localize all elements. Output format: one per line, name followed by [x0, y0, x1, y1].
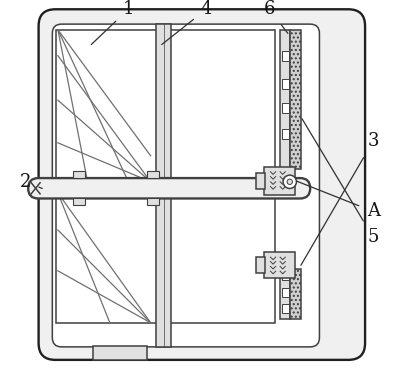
Bar [56, 30, 275, 182]
Bar [281, 51, 289, 61]
Bar [73, 198, 84, 205]
Bar [281, 30, 290, 169]
FancyBboxPatch shape [39, 9, 365, 360]
Bar [264, 167, 295, 195]
Bar [56, 189, 275, 323]
Bar [264, 252, 295, 278]
Text: 3: 3 [301, 132, 379, 265]
Text: 6: 6 [264, 0, 288, 33]
Bar [73, 171, 84, 178]
Bar [281, 79, 289, 89]
Bar [156, 24, 171, 347]
Bar [256, 257, 265, 273]
Text: 2: 2 [20, 173, 42, 191]
Bar [290, 269, 301, 319]
Bar [281, 103, 289, 113]
FancyBboxPatch shape [52, 24, 320, 347]
Bar [281, 304, 289, 313]
Bar [147, 198, 159, 205]
Text: 5: 5 [302, 119, 379, 246]
Text: 4: 4 [162, 0, 212, 45]
Bar [281, 271, 289, 280]
Bar [147, 171, 159, 178]
Text: 1: 1 [91, 0, 134, 45]
FancyBboxPatch shape [28, 178, 310, 198]
Circle shape [287, 179, 292, 184]
Bar [93, 346, 147, 360]
Bar [290, 30, 301, 169]
Bar [256, 173, 265, 189]
Circle shape [283, 175, 297, 188]
Bar [281, 129, 289, 139]
Bar [281, 269, 290, 319]
Text: A: A [297, 181, 380, 220]
Bar [281, 288, 289, 297]
